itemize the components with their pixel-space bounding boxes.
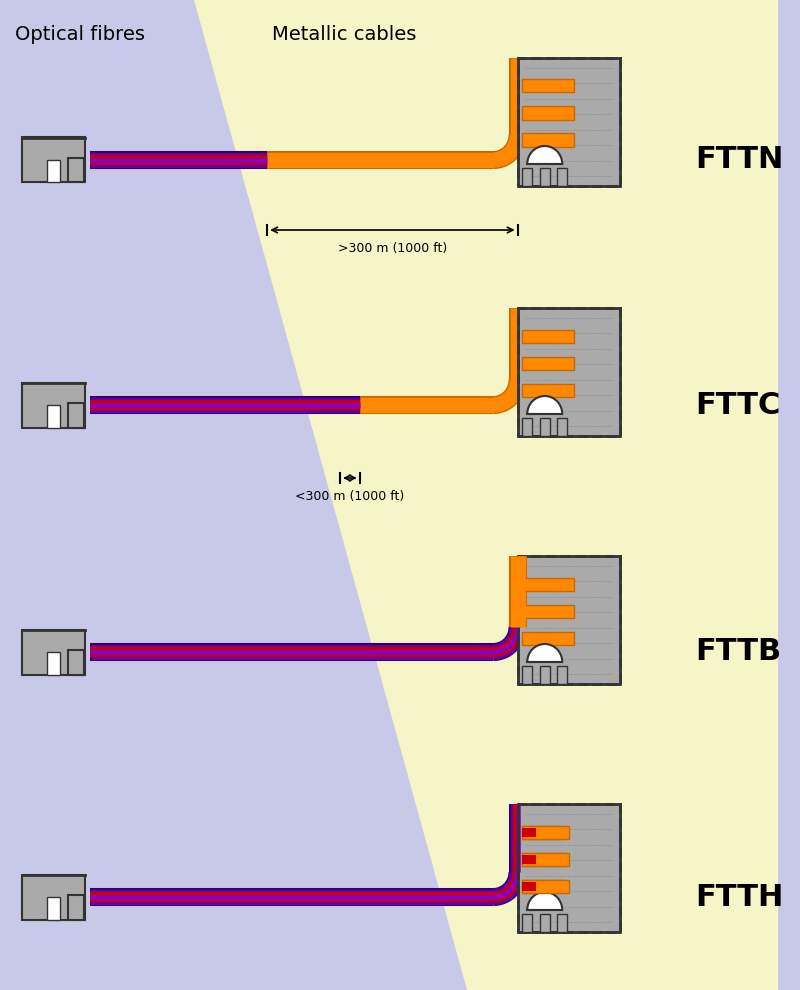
Bar — [68, 895, 84, 920]
FancyBboxPatch shape — [518, 804, 619, 932]
Bar — [22, 874, 85, 920]
Bar — [46, 160, 61, 182]
Bar — [46, 652, 61, 674]
Bar — [522, 666, 532, 684]
Bar — [522, 168, 532, 186]
Bar — [68, 403, 84, 428]
Text: >300 m (1000 ft): >300 m (1000 ft) — [338, 242, 447, 255]
FancyBboxPatch shape — [518, 58, 619, 186]
Bar — [522, 107, 574, 120]
Text: FTTC: FTTC — [695, 390, 780, 420]
Bar — [558, 666, 567, 684]
Bar — [522, 852, 564, 865]
Wedge shape — [527, 146, 562, 164]
Bar — [522, 418, 532, 436]
Bar — [522, 577, 574, 590]
Bar — [522, 383, 574, 397]
Wedge shape — [527, 892, 562, 910]
Wedge shape — [527, 396, 562, 414]
Bar — [522, 632, 574, 644]
Bar — [522, 134, 574, 147]
Bar — [68, 157, 84, 182]
Bar — [522, 356, 574, 369]
Bar — [540, 418, 550, 436]
Bar — [540, 168, 550, 186]
Bar — [540, 666, 550, 684]
Bar — [68, 649, 84, 674]
Text: FTTN: FTTN — [695, 146, 783, 174]
Bar — [522, 605, 574, 618]
Text: Metallic cables: Metallic cables — [272, 25, 417, 44]
FancyBboxPatch shape — [518, 556, 619, 684]
Text: FTTB: FTTB — [695, 638, 781, 666]
Bar — [522, 826, 569, 839]
Bar — [522, 79, 574, 92]
Bar — [522, 852, 569, 865]
Bar — [22, 382, 85, 428]
Text: FTTH: FTTH — [695, 882, 783, 912]
Wedge shape — [527, 644, 562, 662]
Bar — [522, 828, 536, 837]
Bar — [22, 138, 85, 182]
Bar — [558, 914, 567, 932]
Bar — [558, 418, 567, 436]
Bar — [46, 897, 61, 920]
Bar — [522, 826, 564, 839]
Bar — [522, 881, 536, 890]
Bar — [518, 556, 619, 684]
Polygon shape — [194, 0, 778, 990]
FancyBboxPatch shape — [518, 308, 619, 436]
Bar — [518, 308, 619, 436]
Bar — [518, 804, 619, 932]
Bar — [558, 168, 567, 186]
Bar — [522, 879, 564, 893]
Bar — [518, 58, 619, 186]
Bar — [522, 330, 574, 343]
Text: Optical fibres: Optical fibres — [14, 25, 145, 44]
Bar — [46, 405, 61, 428]
Bar — [540, 914, 550, 932]
Text: <300 m (1000 ft): <300 m (1000 ft) — [295, 490, 405, 503]
Bar — [22, 630, 85, 674]
Bar — [522, 879, 569, 893]
Bar — [522, 854, 536, 863]
Bar — [522, 914, 532, 932]
